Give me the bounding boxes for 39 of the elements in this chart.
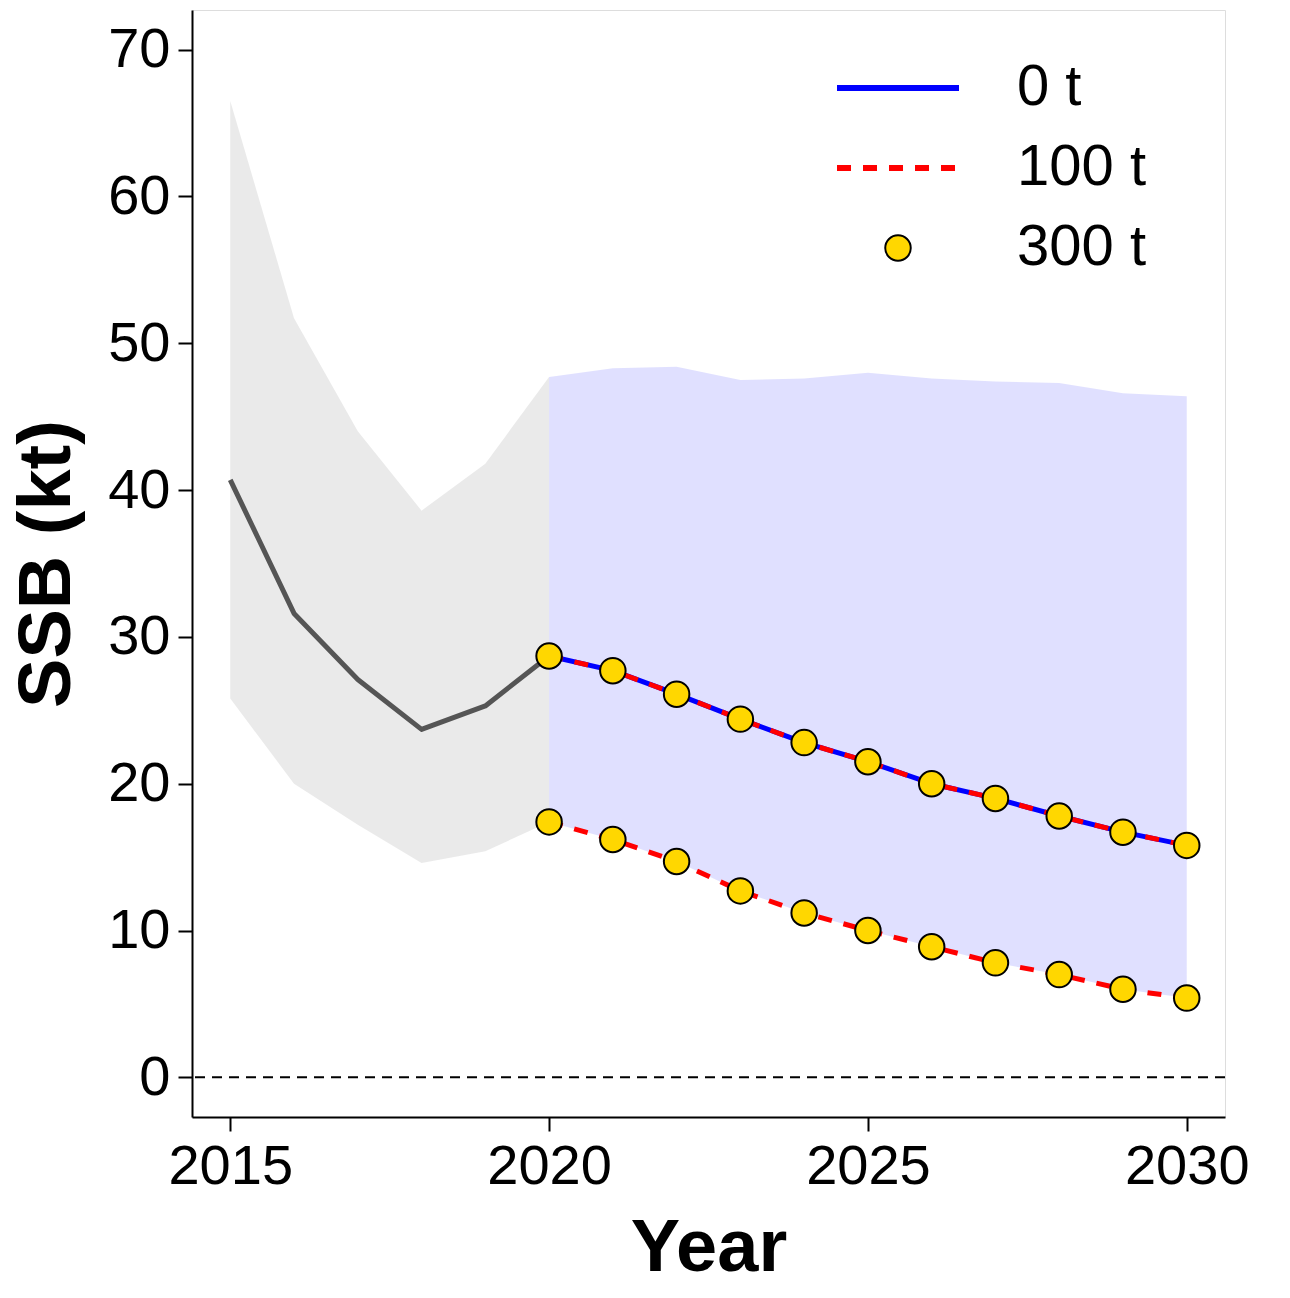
point bbox=[981, 784, 1010, 813]
point bbox=[1172, 831, 1201, 860]
y-tick-label: 50 bbox=[108, 309, 171, 373]
y-tick-label: 60 bbox=[108, 162, 171, 226]
y-tick-label: 40 bbox=[108, 456, 171, 520]
point bbox=[1045, 802, 1073, 830]
point bbox=[917, 932, 946, 961]
y-axis-title: SSB (kt) bbox=[3, 420, 87, 708]
x-tick-label: 2030 bbox=[1124, 1132, 1250, 1196]
point bbox=[1045, 960, 1073, 989]
point bbox=[535, 642, 563, 670]
y-tick-label: 10 bbox=[108, 897, 171, 961]
point bbox=[917, 770, 946, 798]
point bbox=[662, 680, 691, 708]
x-tick-label: 2025 bbox=[806, 1132, 931, 1196]
y-tick-label: 20 bbox=[108, 750, 171, 814]
point bbox=[599, 825, 627, 854]
point bbox=[662, 847, 691, 876]
point bbox=[854, 916, 882, 945]
x-axis-title: Year bbox=[630, 1203, 788, 1287]
point bbox=[1109, 818, 1137, 846]
x-tick-label: 2020 bbox=[487, 1132, 612, 1196]
point bbox=[981, 949, 1010, 977]
point bbox=[790, 899, 818, 927]
point bbox=[790, 728, 818, 757]
point bbox=[1172, 984, 1201, 1012]
point bbox=[1109, 975, 1137, 1003]
point bbox=[535, 808, 563, 836]
x-tick-label: 2015 bbox=[168, 1132, 294, 1196]
legend-label: 100 t bbox=[1017, 132, 1146, 197]
legend-label: 0 t bbox=[1017, 52, 1082, 117]
y-tick-label: 30 bbox=[108, 603, 171, 667]
point bbox=[854, 747, 882, 776]
point bbox=[726, 705, 755, 733]
point bbox=[599, 656, 627, 685]
legend-label: 300 t bbox=[1017, 212, 1146, 277]
point bbox=[726, 877, 755, 905]
y-tick-label: 70 bbox=[108, 16, 171, 80]
y-tick-label: 0 bbox=[139, 1043, 171, 1107]
